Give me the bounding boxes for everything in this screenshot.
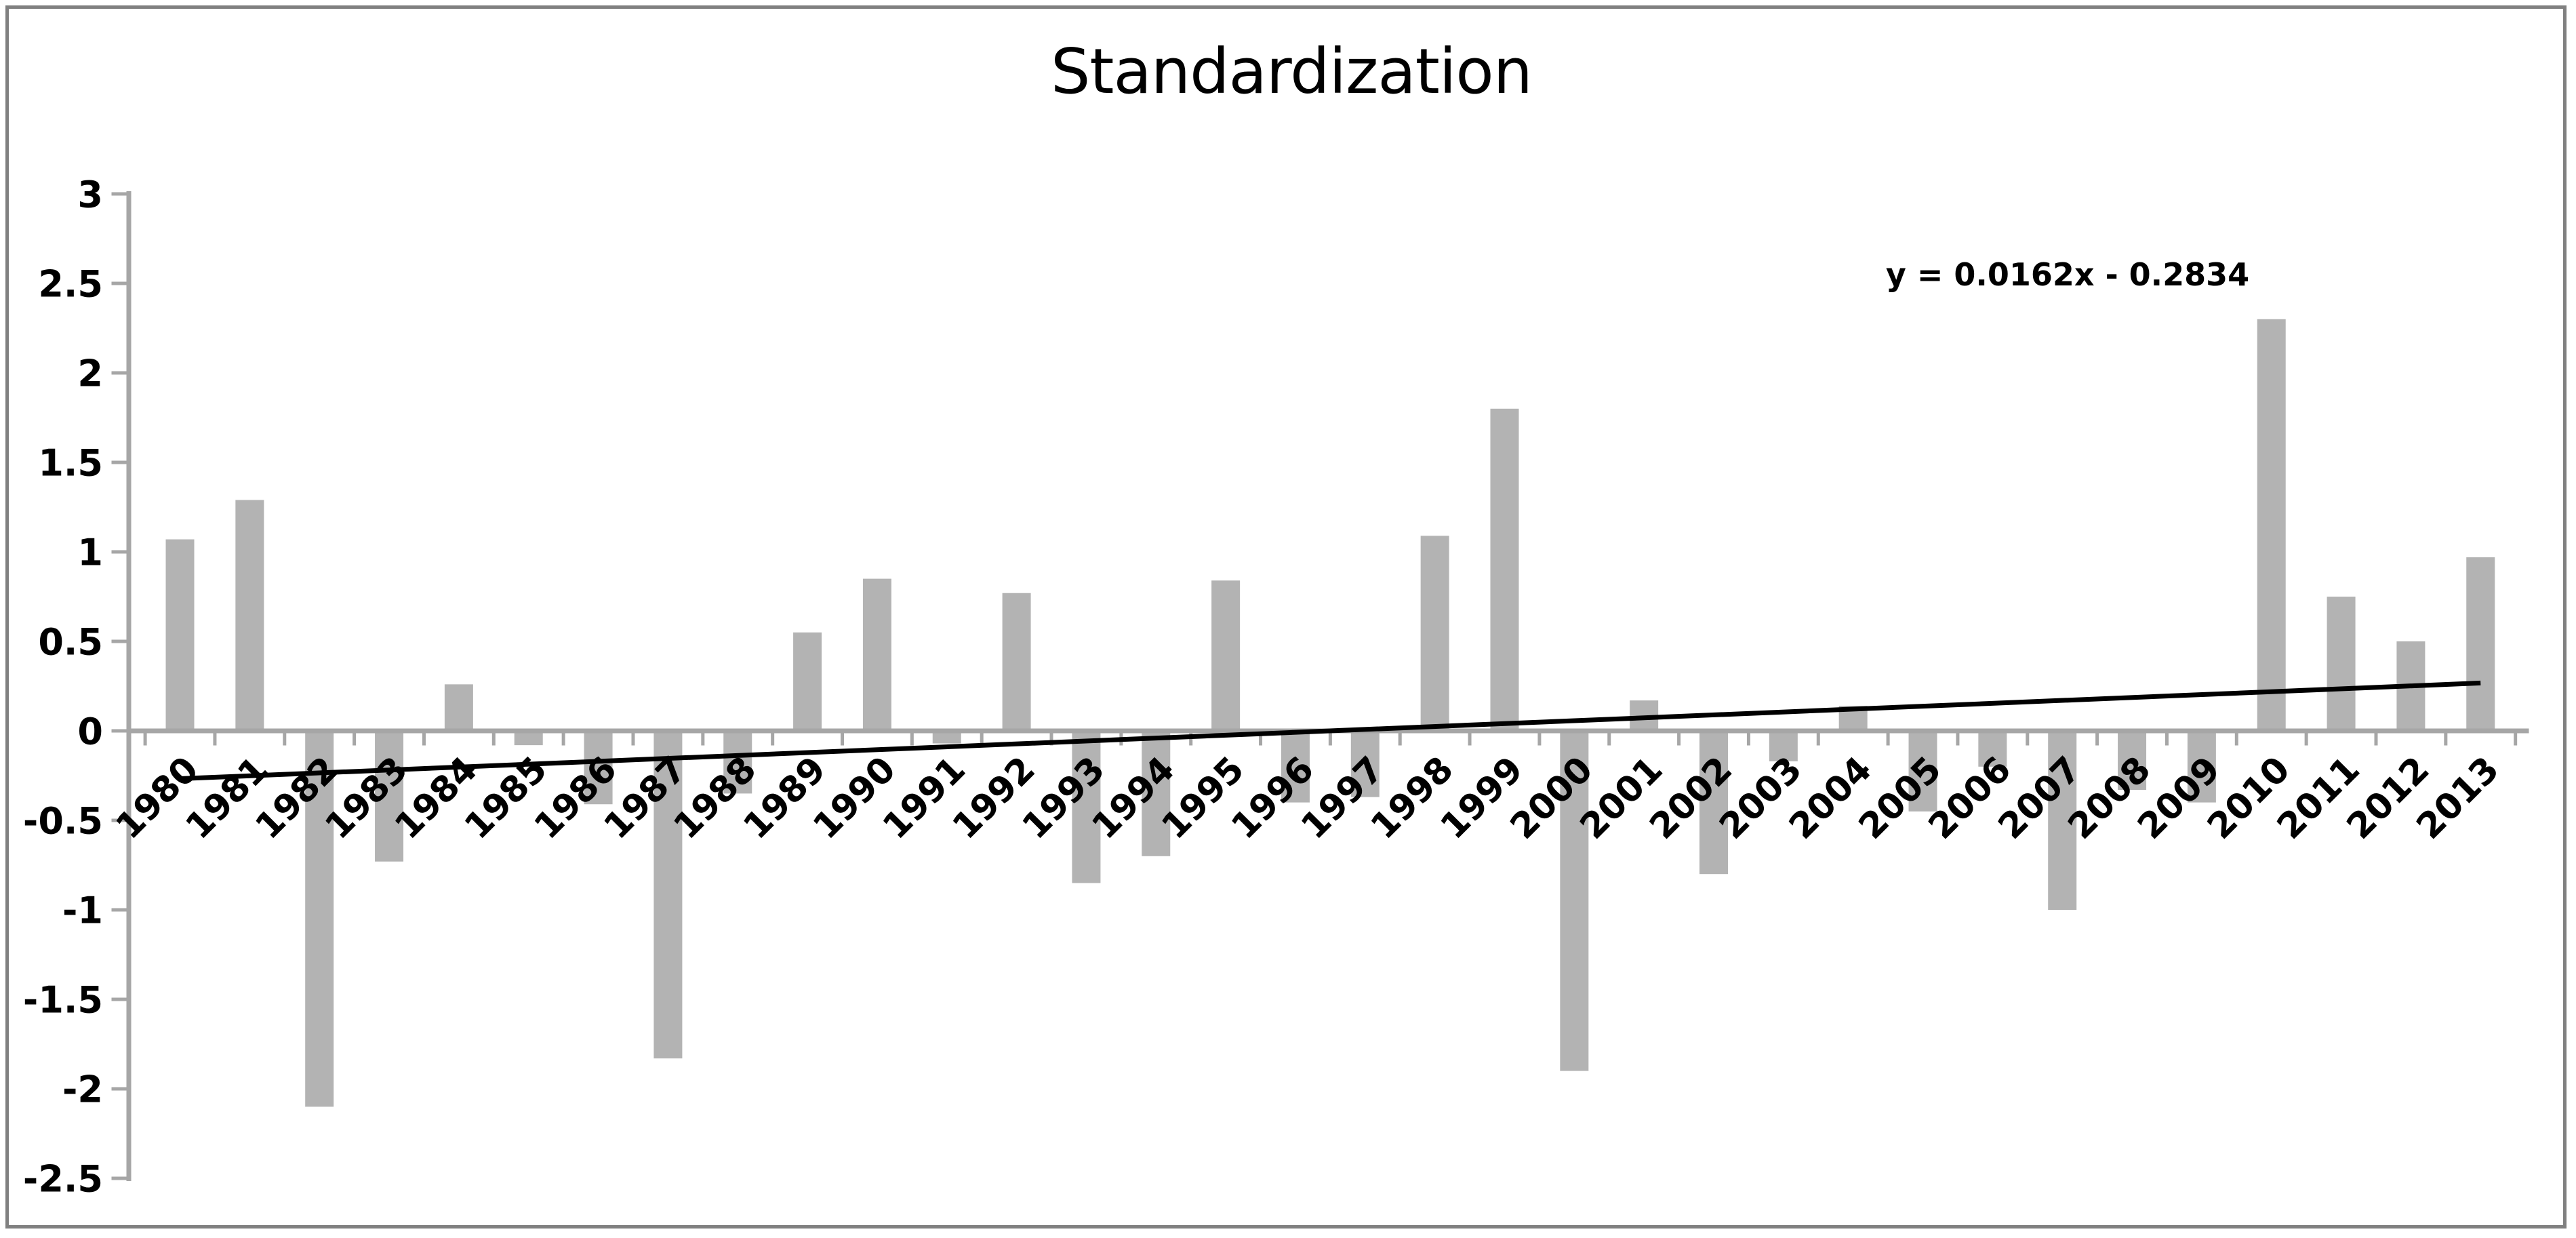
bar-1993 xyxy=(1072,731,1101,883)
x-tick xyxy=(910,733,914,746)
y-axis-line xyxy=(126,191,132,1181)
bar-2009 xyxy=(2187,731,2216,803)
x-tick xyxy=(1607,733,1611,746)
bar-1982 xyxy=(305,731,334,1107)
y-tick xyxy=(111,997,127,1001)
y-tick-label--0.5: -0.5 xyxy=(23,799,103,842)
y-tick-label--2: -2 xyxy=(62,1068,103,1111)
bar-1986 xyxy=(584,731,613,805)
bar-2010 xyxy=(2257,319,2286,731)
x-tick xyxy=(631,733,635,746)
x-tick xyxy=(1677,733,1681,746)
x-tick xyxy=(2095,733,2099,746)
x-tick xyxy=(771,733,775,746)
bar-2007 xyxy=(2048,731,2077,910)
x-tick xyxy=(2304,733,2308,746)
x-tick xyxy=(2026,733,2030,746)
x-tick xyxy=(2374,733,2378,746)
x-tick xyxy=(1259,733,1263,746)
x-tick xyxy=(491,733,496,746)
y-tick xyxy=(111,908,127,912)
y-tick xyxy=(111,818,127,822)
x-tick xyxy=(2165,733,2169,746)
x-tick xyxy=(283,733,287,746)
x-tick xyxy=(2234,733,2238,746)
x-tick xyxy=(561,733,565,746)
y-tick xyxy=(111,1176,127,1180)
bar-1994 xyxy=(1142,731,1171,856)
bar-1992 xyxy=(1002,593,1031,731)
x-tick xyxy=(2444,733,2448,746)
y-tick xyxy=(111,371,127,375)
x-tick-label-2013: 2013 xyxy=(2409,749,2508,847)
x-tick xyxy=(353,733,357,746)
x-tick xyxy=(422,733,426,746)
bar-1988 xyxy=(723,731,752,794)
page-frame xyxy=(5,5,2567,1229)
x-tick xyxy=(1816,733,1820,746)
y-tick-label-2.5: 2.5 xyxy=(38,262,103,305)
y-tick xyxy=(111,460,127,464)
bar-1985 xyxy=(514,731,543,746)
trend-line xyxy=(180,680,2481,782)
y-tick-label--1: -1 xyxy=(62,889,103,932)
y-tick-label--2.5: -2.5 xyxy=(23,1157,103,1200)
y-tick-label-0.5: 0.5 xyxy=(38,620,103,663)
bar-2000 xyxy=(1560,731,1589,1071)
x-tick xyxy=(1398,733,1402,746)
bars-series xyxy=(165,319,2495,1107)
x-tick xyxy=(1886,733,1890,746)
bar-1991 xyxy=(932,731,961,744)
y-axis-labels: 3 2.5 2 1.5 1 0.5 0 -0.5 -1 -1.5 -2 -2.5 xyxy=(23,173,103,1200)
y-tick-label-1: 1 xyxy=(77,531,103,574)
bar-2003 xyxy=(1769,731,1798,761)
bar-1989 xyxy=(793,632,822,731)
bar-2013 xyxy=(2466,557,2495,731)
x-tick xyxy=(1049,733,1053,746)
y-tick xyxy=(111,192,127,196)
x-tick xyxy=(213,733,217,746)
bar-2011 xyxy=(2327,597,2356,731)
bar-2002 xyxy=(1699,731,1728,875)
y-tick xyxy=(111,281,127,285)
bar-1995 xyxy=(1211,580,1241,731)
x-tick xyxy=(701,733,705,746)
bar-1983 xyxy=(375,731,404,862)
y-tick-label-0: 0 xyxy=(77,710,103,753)
x-tick xyxy=(1468,733,1472,746)
bar-2008 xyxy=(2118,731,2147,791)
axes xyxy=(111,191,2529,1181)
y-tick xyxy=(111,550,127,554)
y-tick xyxy=(111,1087,127,1091)
x-tick xyxy=(1956,733,1960,746)
bar-1997 xyxy=(1350,731,1380,797)
bar-1984 xyxy=(444,684,473,731)
x-tick xyxy=(143,733,147,746)
y-tick-label-2: 2 xyxy=(77,352,103,395)
x-tick xyxy=(1746,733,1750,746)
bar-1987 xyxy=(653,731,683,1059)
x-tick xyxy=(841,733,844,746)
trendline-equation: y = 0.0162x - 0.2834 xyxy=(1885,256,2250,293)
bar-2005 xyxy=(1908,731,1937,812)
x-tick xyxy=(2514,733,2518,746)
x-tick xyxy=(1189,733,1193,746)
x-tick xyxy=(980,733,984,746)
bar-1980 xyxy=(165,539,195,731)
y-tick-label-1.5: 1.5 xyxy=(38,441,103,484)
x-tick xyxy=(1537,733,1542,746)
bar-2006 xyxy=(1978,731,2007,767)
bar-1996 xyxy=(1281,731,1310,803)
bar-1999 xyxy=(1490,408,1519,731)
x-tick xyxy=(1328,733,1332,746)
y-tick-label-3: 3 xyxy=(77,173,103,216)
y-tick xyxy=(111,729,127,733)
bar-1990 xyxy=(862,578,891,731)
y-tick xyxy=(111,639,127,643)
bar-1981 xyxy=(235,500,264,731)
bar-1998 xyxy=(1420,536,1449,731)
y-tick-label--1.5: -1.5 xyxy=(23,978,103,1021)
chart-title: Standardization xyxy=(1051,35,1533,108)
